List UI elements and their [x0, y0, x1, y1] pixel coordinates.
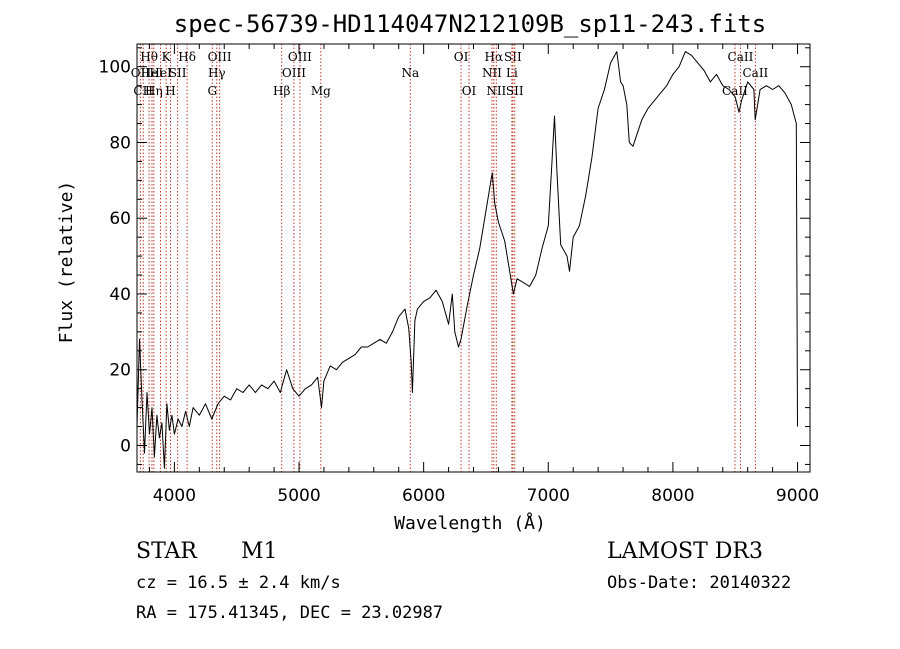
line-label: K	[162, 50, 172, 64]
y-tick-label: 40	[109, 285, 131, 305]
line-label: G	[207, 84, 217, 98]
line-label: Hθ	[140, 50, 158, 64]
line-label: Hγ	[208, 66, 226, 80]
line-label: Hβ	[273, 84, 290, 98]
line-label: Hη	[145, 84, 163, 98]
x-tick-label: 9000	[776, 486, 819, 506]
line-label: OIII	[288, 50, 312, 64]
line-label: SII	[506, 84, 524, 98]
line-label: Hα	[485, 50, 504, 64]
plot-frame	[136, 43, 811, 473]
chart-title: spec-56739-HD114047N212109B_sp11-243.fit…	[174, 10, 766, 38]
line-label: NII	[482, 66, 502, 80]
y-tick-label: 60	[109, 209, 131, 229]
line-label: HeI	[141, 66, 164, 80]
object-class: STAR	[136, 539, 197, 564]
line-label: OIII	[208, 50, 232, 64]
y-tick-label: 0	[120, 436, 131, 456]
line-label: CaII	[722, 84, 748, 98]
spectrum-chart: spec-56739-HD114047N212109B_sp11-243.fit…	[56, 10, 819, 534]
y-tick-label: 20	[109, 361, 131, 381]
y-tick-label: 100	[99, 58, 131, 78]
x-tick-label: 8000	[651, 486, 694, 506]
line-label: Mg	[311, 84, 331, 98]
line-label: SII	[504, 50, 522, 64]
line-label: OI	[462, 84, 477, 98]
x-tick-label: 5000	[277, 486, 320, 506]
line-label: Na	[401, 66, 419, 80]
y-tick-label: 80	[109, 133, 131, 153]
line-label: CH	[133, 84, 153, 98]
line-label: CaII	[728, 50, 754, 64]
spectrum-line	[136, 51, 798, 469]
line-label: OII	[131, 66, 151, 80]
line-label: H	[165, 84, 175, 98]
axis-ticks: 4000 5000 6000 7000 8000 9000 0 20 40 60 80 100	[99, 44, 819, 506]
line-label: OIII	[282, 66, 306, 80]
emission-lines: OIICHHθHeIHηHeIKHSIIHδGHγOIIIHβOIIIOIIIM…	[131, 44, 769, 472]
x-axis-label: Wavelength (Å)	[394, 512, 546, 534]
object-subclass: M1	[241, 539, 278, 564]
line-label: NII	[486, 84, 506, 98]
ra-dec: RA = 175.41345, DEC = 23.02987	[136, 603, 444, 623]
x-tick-label: 4000	[153, 486, 196, 506]
redshift-cz: cz = 16.5 ± 2.4 km/s	[136, 573, 341, 593]
line-label: OI	[454, 50, 469, 64]
y-axis-label: Flux (relative)	[56, 181, 77, 344]
x-tick-label: 6000	[402, 486, 445, 506]
spectrum-series	[136, 51, 798, 469]
survey-name: LAMOST DR3	[607, 539, 763, 564]
line-label: Hδ	[178, 50, 196, 64]
line-label: SII	[169, 66, 187, 80]
line-label: CaII	[742, 66, 768, 80]
line-label: Li	[506, 66, 518, 80]
x-tick-label: 7000	[527, 486, 570, 506]
observation-date: Obs-Date: 20140322	[607, 573, 792, 593]
